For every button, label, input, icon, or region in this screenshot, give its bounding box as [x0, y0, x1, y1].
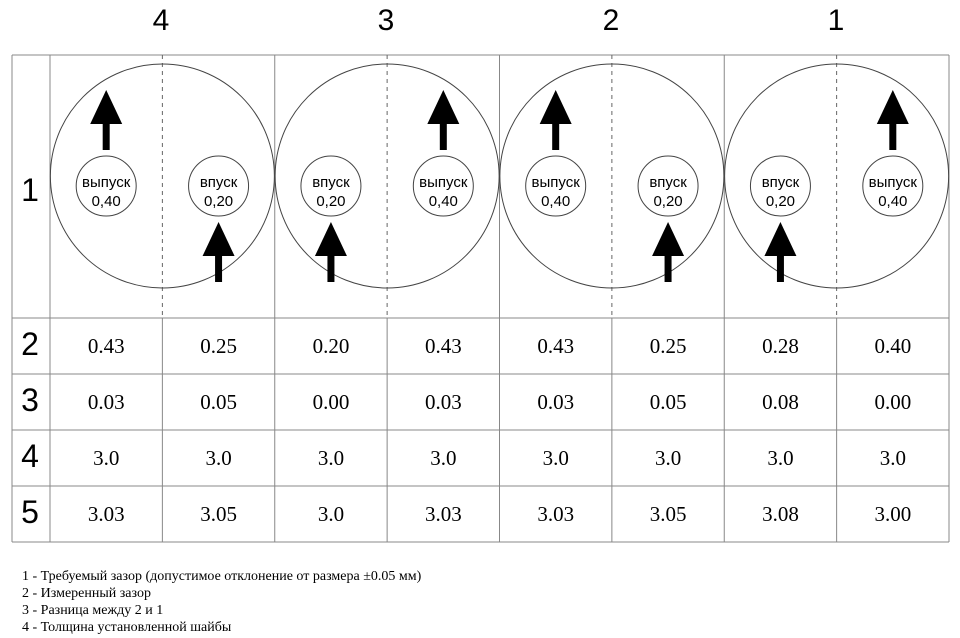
valve-type-label: впуск [762, 174, 800, 191]
row-label-2: 2 [21, 326, 39, 362]
valve-type-label: выпуск [532, 174, 581, 191]
arrow-up-icon [90, 90, 123, 124]
arrow-up-icon [427, 90, 460, 124]
arrow-up-icon [539, 90, 572, 124]
table-cell: 3.0 [317, 502, 345, 526]
table-cell: 3.0 [205, 446, 232, 470]
valve-clearance-label: 0,40 [878, 193, 907, 210]
valve-clearance-table: выпуск 0,40 впуск 0,20 впуск 0,20 выпуск 0,40 вы… [11, 54, 950, 543]
valve-circle [75, 155, 137, 217]
arrow-shaft [439, 122, 447, 150]
valve-circle [300, 155, 362, 217]
valve-clearance-label: 0,20 [316, 193, 345, 210]
valve-clearance-label: 0,20 [766, 193, 795, 210]
table-cell: 0.03 [87, 390, 125, 414]
arrow-shaft [552, 122, 560, 150]
row-label-5: 5 [21, 494, 39, 530]
table-cell: 0.43 [87, 334, 125, 358]
table-cell: 0.40 [874, 334, 912, 358]
row-label-3: 3 [21, 382, 39, 418]
arrow-shaft [776, 254, 784, 282]
table-cell: 3.05 [649, 502, 687, 526]
table-cell: 0.03 [424, 390, 462, 414]
table-cell: 0.20 [312, 334, 350, 358]
arrow-up-icon [764, 222, 797, 256]
table-cell: 0.05 [649, 390, 687, 414]
cylinder-number-3: 3 [377, 4, 395, 37]
table-cell: 3.0 [542, 446, 569, 470]
arrow-up-icon [652, 222, 685, 256]
table-cell: 0.00 [312, 390, 350, 414]
valve-circles: выпуск 0,40 впуск 0,20 впуск 0,20 выпуск 0,40 вы… [75, 90, 924, 282]
row-label-1: 1 [21, 172, 39, 208]
arrow-up-icon [202, 222, 235, 256]
table-cell: 3.08 [762, 502, 799, 526]
valve-type-label: впуск [200, 174, 238, 191]
row-label-4: 4 [21, 438, 39, 474]
valve-clearance-label: 0,20 [204, 193, 233, 210]
valve-circle [749, 155, 811, 217]
table-cell: 3.03 [424, 502, 462, 526]
table-cell: 0.08 [762, 390, 799, 414]
table-cell: 0.00 [874, 390, 912, 414]
cylinder-circle-2 [274, 63, 500, 289]
legend-item-1: 1 - Требуемый зазор (допустимое отклонен… [22, 569, 422, 584]
arrow-shaft [889, 122, 897, 150]
table-cell: 0.28 [762, 334, 799, 358]
arrow-shaft [327, 254, 335, 282]
legend-item-3: 3 - Разница между 2 и 1 [22, 603, 164, 618]
table-cell: 3.03 [87, 502, 125, 526]
cylinder-circle-3 [499, 63, 725, 289]
table-cell: 0.25 [649, 334, 687, 358]
valve-type-label: выпуск [82, 174, 131, 191]
valve-type-label: выпуск [419, 174, 468, 191]
legend-item-2: 2 - Измеренный зазор [22, 586, 151, 601]
table-lines [11, 54, 950, 543]
valve-circle [412, 155, 474, 217]
table-cell: 3.0 [879, 446, 906, 470]
arrow-up-icon [876, 90, 909, 124]
table-cell: 0.25 [200, 334, 237, 358]
table-cell: 3.0 [654, 446, 682, 470]
valve-divider-lines [161, 55, 838, 318]
valve-type-label: выпуск [869, 174, 918, 191]
cylinder-circle-4 [724, 63, 950, 289]
table-cell: 0.43 [424, 334, 462, 358]
cylinder-number-4: 4 [152, 4, 170, 37]
arrow-shaft [664, 254, 672, 282]
valve-type-label: впуск [649, 174, 687, 191]
table-cell: 0.03 [537, 390, 575, 414]
valve-type-label: впуск [312, 174, 350, 191]
valve-circle [637, 155, 699, 217]
cylinder-number-1: 1 [827, 4, 845, 37]
table-cell: 3.0 [767, 446, 794, 470]
valve-clearance-label: 0,40 [92, 193, 121, 210]
arrow-shaft [102, 122, 110, 150]
arrow-up-icon [314, 222, 347, 256]
arrow-shaft [215, 254, 223, 282]
table-cell: 0.05 [200, 390, 237, 414]
valve-clearance-label: 0,40 [429, 193, 458, 210]
cylinder-number-2: 2 [602, 4, 620, 37]
table-cell: 3.0 [430, 446, 457, 470]
table-cell: 3.00 [874, 502, 912, 526]
valve-circle [862, 155, 924, 217]
valve-circle [525, 155, 587, 217]
cylinder-circle-1 [49, 63, 275, 289]
table-cell: 3.0 [93, 446, 120, 470]
valve-circle [188, 155, 250, 217]
table-cell: 3.03 [537, 502, 575, 526]
valve-clearance-label: 0,20 [653, 193, 682, 210]
cylinder-circles [49, 63, 950, 289]
valve-clearance-label: 0,40 [541, 193, 570, 210]
table-cell: 3.05 [200, 502, 237, 526]
table-cell: 3.0 [317, 446, 345, 470]
legend-item-4: 4 - Толщина установленной шайбы [22, 620, 232, 635]
table-cell: 0.43 [537, 334, 575, 358]
